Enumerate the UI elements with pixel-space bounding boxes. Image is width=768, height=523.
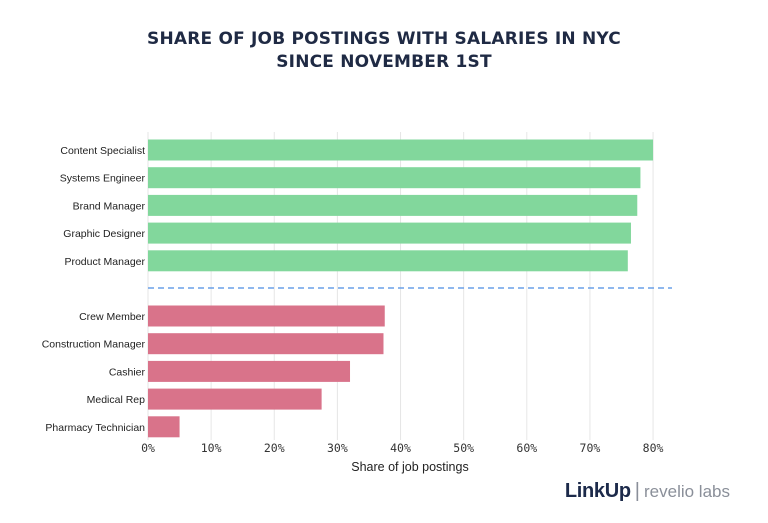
bar bbox=[148, 167, 641, 189]
revelio-labs-logo: revelio labs bbox=[644, 482, 730, 501]
chart-title-line-1: SHARE OF JOB POSTINGS WITH SALARIES IN N… bbox=[147, 29, 621, 49]
x-tick-label: 40% bbox=[390, 441, 411, 455]
x-tick-label: 20% bbox=[264, 441, 285, 455]
bar bbox=[148, 388, 322, 410]
brand-logos: LinkUp | revelio labs bbox=[565, 479, 730, 504]
linkup-logo: LinkUp bbox=[564, 480, 631, 502]
bar bbox=[148, 305, 385, 327]
bar bbox=[148, 139, 654, 161]
y-category-label: Cashier bbox=[109, 366, 146, 378]
y-category-label: Pharmacy Technician bbox=[45, 422, 145, 434]
bar bbox=[148, 222, 631, 244]
logo-divider: | bbox=[634, 480, 640, 502]
y-category-label: Systems Engineer bbox=[60, 173, 146, 185]
x-tick-label: 10% bbox=[201, 441, 222, 455]
y-category-label: Construction Manager bbox=[42, 339, 146, 351]
x-axis-label: Share of job postings bbox=[351, 460, 469, 474]
y-category-label: Graphic Designer bbox=[63, 228, 145, 240]
y-category-label: Product Manager bbox=[64, 256, 145, 268]
bar bbox=[148, 360, 351, 382]
chart-title-line-2: SINCE NOVEMBER 1ST bbox=[276, 52, 492, 72]
x-tick-label: 50% bbox=[453, 441, 474, 455]
x-tick-label: 70% bbox=[580, 441, 601, 455]
bar bbox=[148, 194, 638, 216]
x-tick-label: 80% bbox=[643, 441, 664, 455]
y-category-label: Content Specialist bbox=[60, 145, 145, 157]
bar bbox=[148, 250, 628, 272]
y-category-label: Brand Manager bbox=[73, 200, 146, 212]
x-tick-label: 0% bbox=[141, 441, 155, 455]
x-tick-label: 30% bbox=[327, 441, 348, 455]
bar bbox=[148, 333, 384, 355]
bar bbox=[148, 416, 180, 438]
y-category-label: Medical Rep bbox=[87, 394, 146, 406]
x-tick-label: 60% bbox=[516, 441, 537, 455]
y-category-label: Crew Member bbox=[79, 311, 145, 323]
chart-title: SHARE OF JOB POSTINGS WITH SALARIES IN N… bbox=[0, 28, 768, 74]
